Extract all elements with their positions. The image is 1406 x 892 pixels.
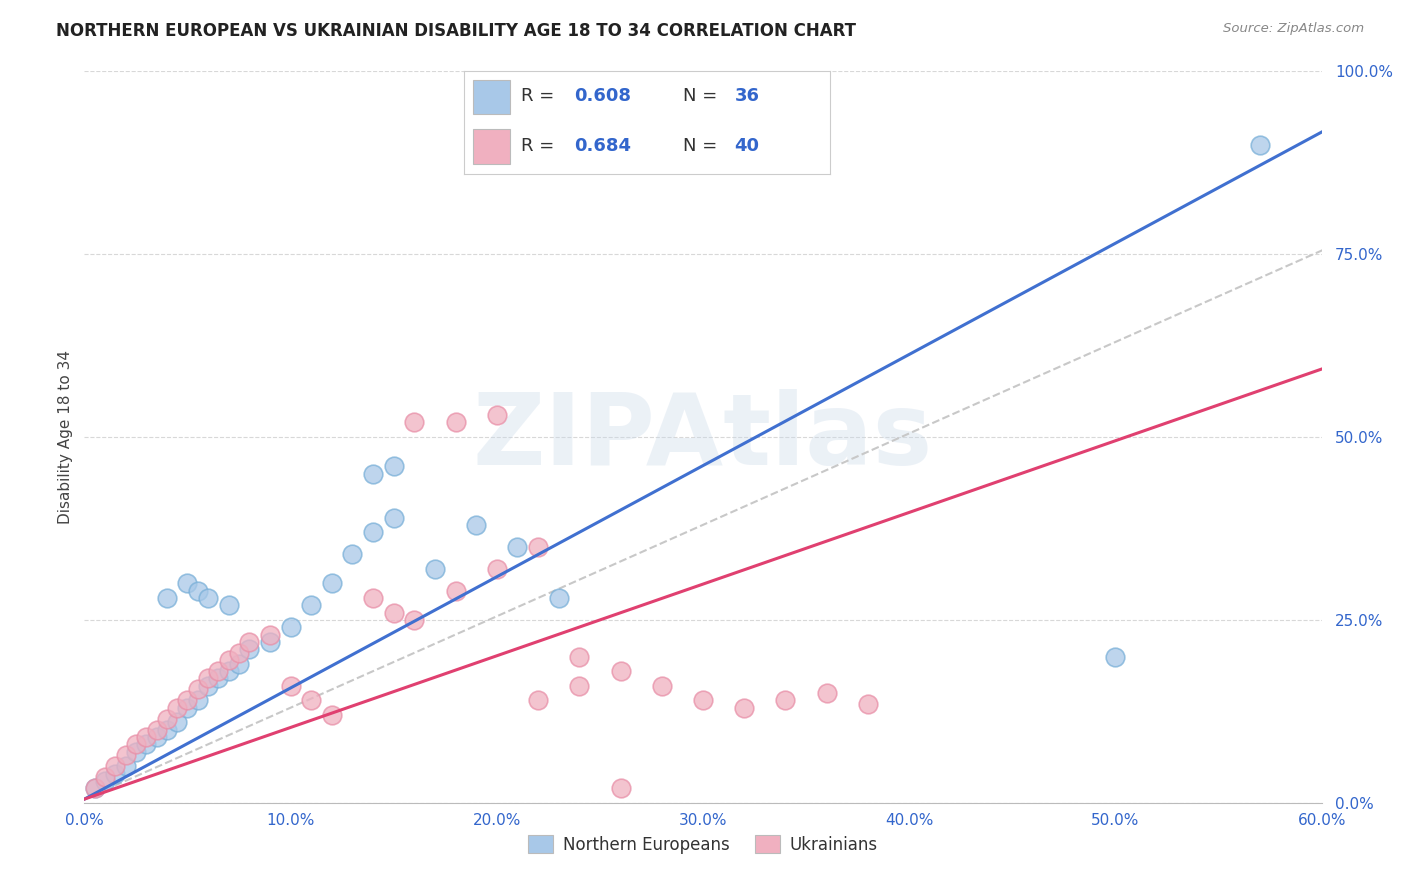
Point (114, 748, 136, 763)
Point (361, 591, 384, 605)
Text: 36: 36 (734, 87, 759, 105)
Point (176, 700, 198, 714)
Point (125, 745, 148, 759)
Point (83, 781, 105, 796)
Point (609, 664, 631, 678)
Point (465, 517, 488, 532)
Point (423, 562, 446, 576)
Point (166, 700, 188, 714)
Point (299, 599, 322, 613)
Text: Source: ZipAtlas.com: Source: ZipAtlas.com (1223, 22, 1364, 36)
Point (104, 766, 127, 780)
Point (444, 583, 467, 598)
Point (1104, 649, 1126, 664)
Point (187, 583, 209, 598)
Text: R =: R = (520, 87, 560, 105)
Text: 0.684: 0.684 (574, 136, 631, 154)
Point (692, 693, 714, 707)
Text: 40: 40 (734, 136, 759, 154)
Point (280, 620, 302, 634)
Point (218, 664, 240, 678)
Point (197, 591, 219, 605)
Point (145, 730, 167, 744)
Point (280, 679, 302, 693)
Point (104, 759, 127, 773)
Text: N =: N = (683, 136, 723, 154)
Point (382, 606, 405, 620)
Point (485, 562, 508, 576)
Point (125, 737, 148, 751)
Point (609, 781, 631, 796)
Point (299, 693, 322, 707)
Point (361, 525, 384, 540)
Point (506, 540, 529, 554)
Point (197, 679, 219, 693)
Point (1249, 137, 1271, 152)
Point (527, 540, 550, 554)
Point (228, 646, 250, 660)
Point (382, 459, 405, 474)
Point (527, 693, 550, 707)
Point (156, 712, 179, 726)
Point (775, 693, 797, 707)
Point (218, 653, 240, 667)
Point (321, 576, 343, 591)
Text: N =: N = (683, 87, 723, 105)
Point (856, 697, 879, 711)
Point (382, 510, 405, 524)
Point (404, 416, 426, 430)
Y-axis label: Disability Age 18 to 34: Disability Age 18 to 34 (58, 350, 73, 524)
Point (176, 693, 198, 707)
Point (733, 700, 755, 714)
Bar (472, 79, 510, 114)
Point (145, 723, 167, 737)
Point (135, 737, 157, 751)
Point (228, 657, 250, 671)
Point (187, 693, 209, 707)
Point (321, 708, 343, 723)
Text: R =: R = (520, 136, 560, 154)
Point (218, 599, 240, 613)
Point (114, 759, 136, 773)
Text: NORTHERN EUROPEAN VS UKRAINIAN DISABILITY AGE 18 TO 34 CORRELATION CHART: NORTHERN EUROPEAN VS UKRAINIAN DISABILIT… (56, 22, 856, 40)
Point (259, 627, 281, 641)
Point (207, 672, 229, 686)
Point (197, 672, 219, 686)
Point (651, 679, 673, 693)
Point (166, 715, 188, 730)
Legend: Northern Europeans, Ukrainians: Northern Europeans, Ukrainians (522, 829, 884, 860)
Text: 0.608: 0.608 (574, 87, 631, 105)
Point (342, 547, 364, 561)
Point (176, 576, 198, 591)
Point (207, 664, 229, 678)
Bar (472, 128, 510, 163)
Point (568, 649, 591, 664)
Point (94, 770, 117, 784)
Point (404, 613, 426, 627)
Text: ZIPAtlas: ZIPAtlas (472, 389, 934, 485)
Point (187, 682, 209, 697)
Point (361, 467, 384, 481)
Point (485, 408, 508, 422)
Point (238, 635, 260, 649)
Point (444, 416, 467, 430)
Point (815, 686, 838, 700)
Point (259, 635, 281, 649)
Point (156, 591, 179, 605)
Point (547, 591, 569, 605)
Point (238, 642, 260, 657)
Point (83, 781, 105, 796)
Point (135, 730, 157, 744)
Point (94, 773, 117, 788)
Point (568, 679, 591, 693)
Point (156, 723, 179, 737)
